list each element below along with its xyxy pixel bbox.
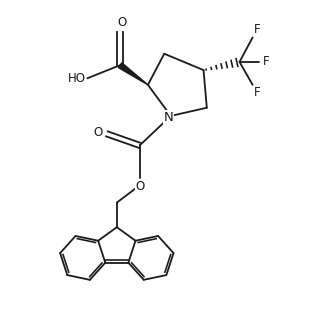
Polygon shape [118, 63, 148, 85]
Text: O: O [94, 126, 103, 139]
Text: F: F [262, 55, 269, 68]
Text: F: F [254, 23, 261, 36]
Text: O: O [117, 16, 126, 29]
Text: F: F [254, 86, 261, 99]
Text: N: N [163, 111, 173, 124]
Text: HO: HO [68, 72, 86, 85]
Text: O: O [135, 180, 144, 193]
